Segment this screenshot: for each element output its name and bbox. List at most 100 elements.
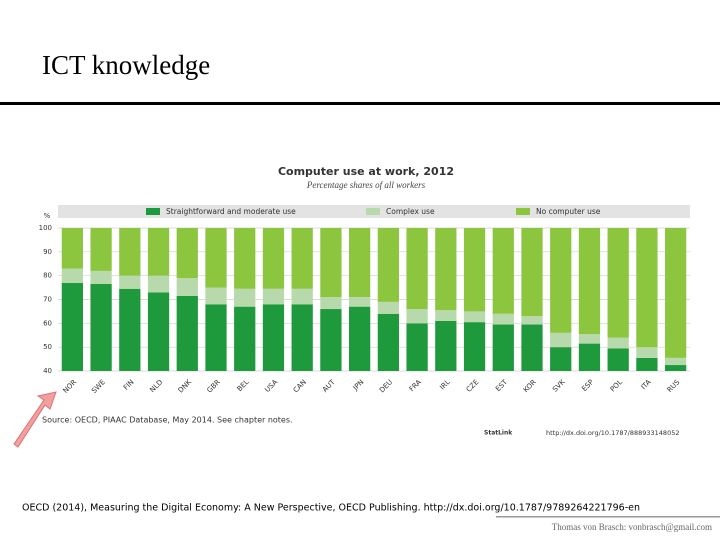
- bar-segment: [435, 310, 457, 321]
- bar-segment: [119, 228, 141, 276]
- legend-label: Straightforward and moderate use: [166, 207, 296, 216]
- legend-label: No computer use: [536, 207, 601, 216]
- bar-segment: [406, 228, 428, 310]
- x-tick-label: BEL: [236, 378, 251, 393]
- y-axis-label: %: [44, 212, 51, 220]
- x-tick-label: USA: [263, 378, 279, 394]
- bar-segment: [665, 228, 687, 358]
- bar-segment: [550, 347, 572, 371]
- bar-segment: [234, 288, 256, 307]
- x-tick-label: NLD: [148, 378, 164, 394]
- bar-segment: [205, 304, 227, 371]
- bar-segment: [349, 297, 371, 307]
- bar-segment: [147, 228, 170, 276]
- chart-subtitle: Percentage shares of all workers: [306, 180, 426, 190]
- bar-segment: [291, 304, 313, 371]
- legend-label: Complex use: [386, 207, 435, 216]
- bar-segment: [320, 228, 342, 298]
- bar-segment: [578, 228, 601, 335]
- x-tick-label: DEU: [378, 378, 394, 394]
- x-tick-label: DNK: [177, 378, 194, 395]
- bar-segment: [234, 306, 256, 371]
- statlink-url: http://dx.doi.org/10.1787/888933148052: [546, 429, 679, 437]
- y-tick-label: 80: [43, 272, 52, 280]
- bar-segment: [262, 228, 285, 289]
- bar-segment: [435, 228, 457, 311]
- bar-segment: [176, 295, 198, 371]
- y-tick-label: 40: [43, 367, 52, 375]
- x-tick-label: CAN: [292, 378, 308, 394]
- bar-segment: [205, 228, 227, 288]
- bar-segment: [463, 228, 486, 312]
- y-tick-label: 50: [43, 343, 52, 351]
- bar-segment: [176, 228, 198, 279]
- bar-segment: [90, 270, 112, 285]
- bar-segment: [521, 324, 543, 371]
- bar-segment: [291, 228, 313, 289]
- bar-segment: [262, 288, 285, 305]
- bar-segment: [636, 357, 658, 371]
- bar-segment: [636, 347, 658, 358]
- y-tick-label: 70: [43, 296, 52, 304]
- bar-segment: [61, 268, 83, 283]
- slide-title: ICT knowledge: [42, 50, 210, 80]
- x-tick-label: KOR: [522, 378, 538, 394]
- bar-segment: [119, 275, 141, 289]
- bar-segment: [349, 306, 371, 371]
- bar-segment: [377, 228, 399, 302]
- bar-segment: [492, 228, 514, 314]
- bar-segment: [492, 324, 514, 371]
- citation: OECD (2014), Measuring the Digital Econo…: [22, 503, 640, 514]
- x-tick-label: RUS: [666, 378, 682, 394]
- x-tick-label: SVK: [551, 378, 567, 394]
- bar-segment: [550, 332, 572, 348]
- x-tick-label: POL: [609, 378, 624, 393]
- bar-segment: [320, 309, 342, 371]
- bar-segment: [205, 287, 227, 305]
- bar-segment: [550, 228, 572, 333]
- bar-segment: [90, 228, 112, 271]
- pointer-arrow: [13, 391, 57, 448]
- bar-segment: [406, 309, 428, 324]
- bar-segment: [291, 288, 313, 305]
- x-tick-label: GBR: [205, 378, 221, 394]
- legend-swatch: [146, 208, 160, 215]
- x-tick-label: EST: [494, 378, 509, 393]
- bar-segment: [578, 334, 601, 344]
- y-tick-label: 100: [39, 224, 52, 232]
- x-tick-label: AUT: [321, 378, 337, 394]
- y-tick-label: 60: [43, 319, 52, 327]
- x-tick-label: FIN: [122, 378, 136, 392]
- bar-segment: [119, 288, 141, 371]
- x-tick-label: CZE: [465, 378, 481, 394]
- bar-segment: [636, 228, 658, 348]
- bar-segment: [349, 228, 371, 298]
- x-tick-label: FRA: [408, 378, 423, 393]
- bar-segment: [406, 323, 428, 371]
- bar-segment: [234, 228, 256, 289]
- bar-segment: [665, 357, 687, 366]
- bar-segment: [90, 284, 112, 371]
- statlink-label: StatLink: [484, 430, 513, 437]
- bar-segment: [147, 275, 170, 293]
- footer-rule: [496, 516, 720, 518]
- bar-segment: [492, 313, 514, 325]
- legend-swatch: [516, 208, 530, 215]
- bar-segment: [463, 311, 486, 323]
- bar-segment: [377, 301, 399, 314]
- legend-swatch: [366, 208, 380, 215]
- bar-segment: [176, 278, 198, 296]
- bar-segment: [521, 228, 543, 317]
- bar-segment: [578, 343, 601, 371]
- bar-segment: [377, 313, 399, 371]
- chart-source: Source: OECD, PIAAC Database, May 2014. …: [42, 416, 293, 425]
- bar-segment: [435, 320, 457, 371]
- y-tick-label: 90: [43, 248, 52, 256]
- x-tick-label: NOR: [61, 378, 78, 395]
- bar-segment: [147, 292, 170, 371]
- x-tick-label: SWE: [90, 378, 107, 395]
- x-tick-label: ITA: [640, 378, 653, 391]
- x-tick-label: ESP: [580, 378, 595, 393]
- x-tick-label: JPN: [351, 378, 366, 393]
